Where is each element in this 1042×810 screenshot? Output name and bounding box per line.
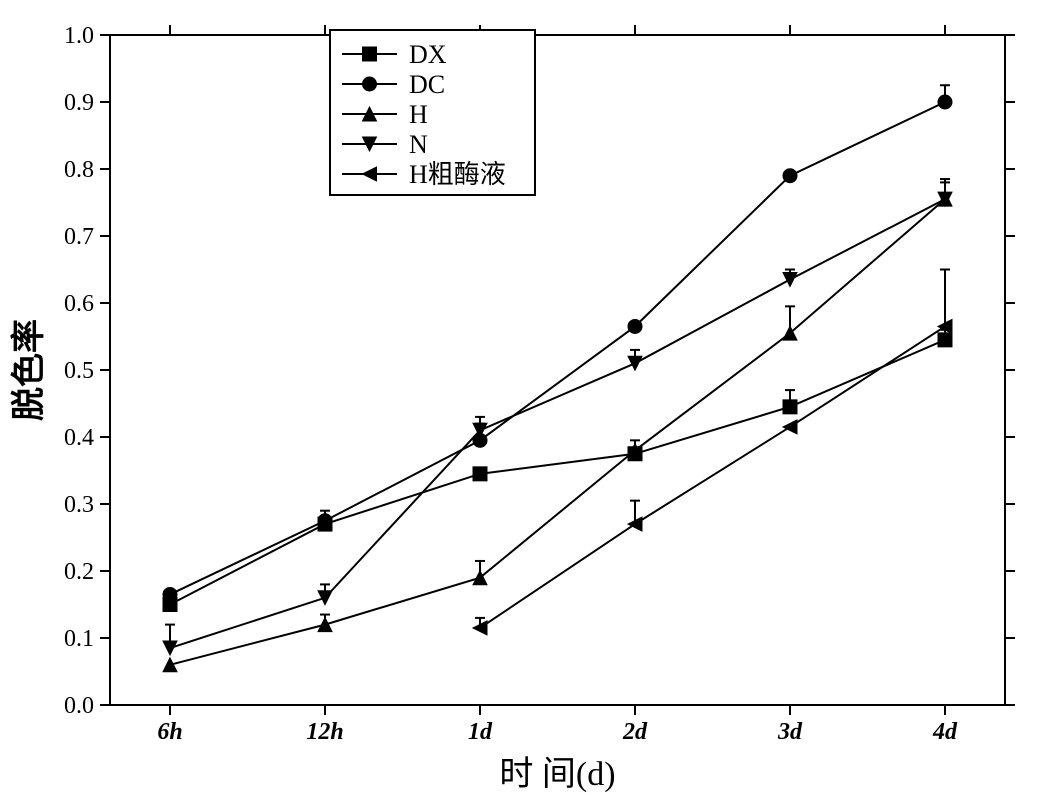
svg-text:N: N	[409, 130, 428, 159]
svg-text:0.2: 0.2	[64, 559, 94, 585]
svg-text:1d: 1d	[468, 719, 493, 745]
svg-text:6h: 6h	[157, 719, 182, 745]
svg-text:0.9: 0.9	[64, 90, 94, 116]
svg-text:DX: DX	[409, 40, 447, 69]
svg-text:0.5: 0.5	[64, 358, 94, 384]
svg-text:0.3: 0.3	[64, 492, 94, 518]
svg-text:0.6: 0.6	[64, 291, 94, 317]
svg-text:时 间(d): 时 间(d)	[499, 756, 615, 793]
svg-text:0.1: 0.1	[64, 626, 94, 652]
svg-text:H粗酶液: H粗酶液	[409, 160, 506, 189]
legend: DXDCHNH粗酶液	[330, 30, 535, 195]
series-DC	[163, 85, 952, 601]
series-DX	[163, 330, 952, 612]
svg-text:1.0: 1.0	[64, 23, 94, 49]
svg-text:12h: 12h	[306, 719, 343, 745]
chart-container: 0.0 0.1 0.2 0.3 0.4 0.5 0.6 0.7 0.8 0.9 1.0 6h 12h 1d…	[0, 0, 1042, 810]
line-chart: 0.0 0.1 0.2 0.3 0.4 0.5 0.6 0.7 0.8 0.9 1.0 6h 12h 1d…	[0, 0, 1042, 810]
svg-text:0.7: 0.7	[64, 224, 94, 250]
svg-text:H: H	[409, 100, 428, 129]
svg-text:4d: 4d	[932, 719, 958, 745]
svg-text:3d: 3d	[777, 719, 803, 745]
svg-text:2d: 2d	[622, 719, 648, 745]
svg-text:脱色率: 脱色率	[10, 319, 48, 421]
svg-text:DC: DC	[409, 70, 445, 99]
series-N	[163, 182, 952, 655]
svg-text:0.4: 0.4	[64, 425, 94, 451]
series-H	[163, 179, 952, 672]
series-H粗酶液	[473, 270, 952, 635]
svg-text:0.8: 0.8	[64, 157, 94, 183]
svg-text:0.0: 0.0	[64, 693, 94, 719]
